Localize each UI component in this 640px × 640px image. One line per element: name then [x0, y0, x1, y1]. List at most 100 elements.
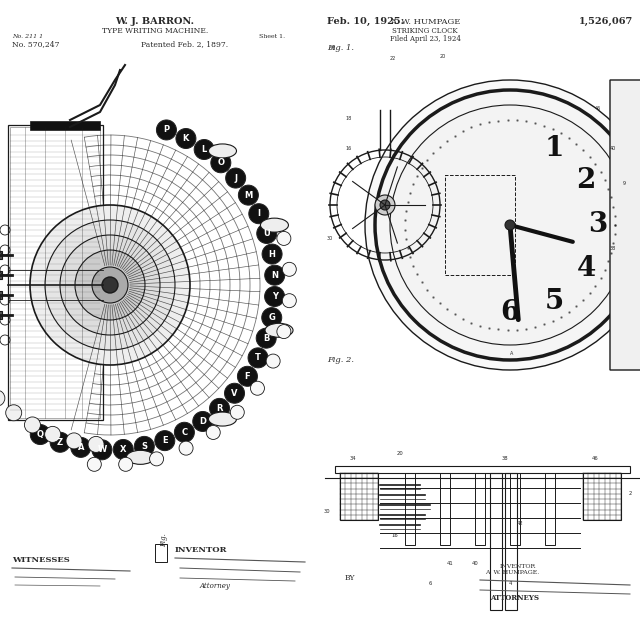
Text: 5: 5	[545, 288, 564, 315]
Circle shape	[249, 204, 269, 224]
Bar	[475, 473, 485, 545]
Text: A. W. HUMPAGE.: A. W. HUMPAGE.	[485, 570, 540, 575]
Circle shape	[277, 324, 291, 339]
Circle shape	[92, 440, 112, 460]
Text: 42: 42	[516, 521, 524, 526]
Text: W. J. BARRON.: W. J. BARRON.	[115, 17, 195, 26]
Text: STRIKING CLOCK: STRIKING CLOCK	[392, 27, 458, 35]
Circle shape	[257, 223, 276, 243]
Text: J: J	[234, 173, 237, 182]
Text: INVENTOR: INVENTOR	[500, 564, 536, 569]
Circle shape	[30, 205, 190, 365]
Text: Fig. 2.: Fig. 2.	[327, 356, 354, 364]
Text: INVENTOR: INVENTOR	[175, 546, 227, 554]
Circle shape	[118, 458, 132, 471]
Ellipse shape	[126, 451, 154, 465]
Bar	[340, 473, 378, 520]
Text: 40: 40	[472, 561, 478, 566]
Text: No. 211 1: No. 211 1	[12, 34, 43, 39]
Bar	[0, 271, 2, 279]
Text: C: C	[181, 428, 188, 436]
Circle shape	[179, 441, 193, 455]
Text: 41: 41	[447, 561, 453, 566]
Circle shape	[375, 195, 395, 215]
Text: 9: 9	[623, 181, 626, 186]
Text: 30: 30	[324, 509, 330, 514]
Text: U: U	[264, 229, 270, 238]
Circle shape	[134, 436, 154, 456]
Circle shape	[75, 250, 145, 320]
Circle shape	[209, 398, 230, 419]
Text: 28: 28	[330, 46, 336, 51]
Bar	[510, 473, 520, 545]
Text: P: P	[163, 125, 170, 134]
Bar	[30, 121, 100, 130]
Text: 46: 46	[591, 456, 598, 461]
Text: 6: 6	[428, 581, 432, 586]
Circle shape	[193, 412, 212, 431]
Text: 22: 22	[390, 56, 396, 61]
Text: E: E	[162, 436, 168, 445]
Text: Fig. 1.: Fig. 1.	[327, 44, 354, 52]
Text: 6: 6	[500, 300, 520, 326]
Circle shape	[230, 405, 244, 419]
Circle shape	[264, 287, 285, 307]
Bar	[0, 311, 2, 319]
Polygon shape	[610, 80, 640, 370]
Circle shape	[266, 354, 280, 368]
Text: ATTORNEYS: ATTORNEYS	[490, 594, 539, 602]
Text: M: M	[244, 191, 253, 200]
Text: Sheet 1.: Sheet 1.	[259, 34, 285, 39]
Text: BY: BY	[345, 574, 355, 582]
Text: 2: 2	[577, 168, 596, 195]
Text: Fig.: Fig.	[160, 533, 168, 547]
Text: A: A	[77, 443, 84, 452]
Bar	[8, 125, 103, 420]
Circle shape	[282, 294, 296, 308]
Circle shape	[102, 277, 118, 293]
Circle shape	[174, 422, 195, 442]
Text: WITNESSES: WITNESSES	[12, 556, 70, 564]
Text: B: B	[263, 333, 269, 342]
Circle shape	[250, 381, 264, 396]
Circle shape	[226, 168, 246, 188]
Circle shape	[66, 433, 82, 449]
Circle shape	[45, 220, 175, 350]
Text: X: X	[120, 445, 127, 454]
Circle shape	[6, 404, 22, 420]
Text: 2: 2	[628, 491, 632, 496]
Circle shape	[505, 220, 515, 230]
Text: L: L	[202, 145, 207, 154]
Text: Attorney: Attorney	[200, 582, 231, 590]
Bar	[505, 473, 517, 610]
Text: 4: 4	[508, 581, 512, 586]
Circle shape	[155, 431, 175, 451]
Text: 16: 16	[345, 146, 351, 151]
Bar	[583, 473, 621, 520]
Circle shape	[71, 437, 91, 458]
Text: S: S	[141, 442, 147, 451]
Text: G: G	[268, 313, 275, 322]
Text: 40: 40	[610, 146, 616, 151]
Text: R: R	[216, 404, 223, 413]
Text: 38: 38	[502, 456, 508, 461]
Text: V: V	[231, 388, 238, 397]
Circle shape	[211, 153, 231, 173]
Text: I: I	[257, 209, 260, 218]
Text: Y: Y	[271, 292, 278, 301]
Circle shape	[50, 432, 70, 452]
Text: Q: Q	[36, 430, 44, 439]
Text: O: O	[218, 158, 225, 167]
Circle shape	[156, 120, 177, 140]
Circle shape	[238, 185, 259, 205]
Text: Patented Feb. 2, 1897.: Patented Feb. 2, 1897.	[141, 40, 228, 48]
Text: 20: 20	[397, 451, 403, 456]
Circle shape	[0, 390, 5, 406]
Ellipse shape	[209, 144, 237, 158]
Text: 34: 34	[349, 456, 356, 461]
Circle shape	[150, 452, 164, 466]
Text: 3: 3	[588, 211, 607, 239]
Text: H: H	[269, 250, 275, 259]
Text: 1: 1	[544, 135, 564, 163]
Circle shape	[262, 308, 282, 328]
